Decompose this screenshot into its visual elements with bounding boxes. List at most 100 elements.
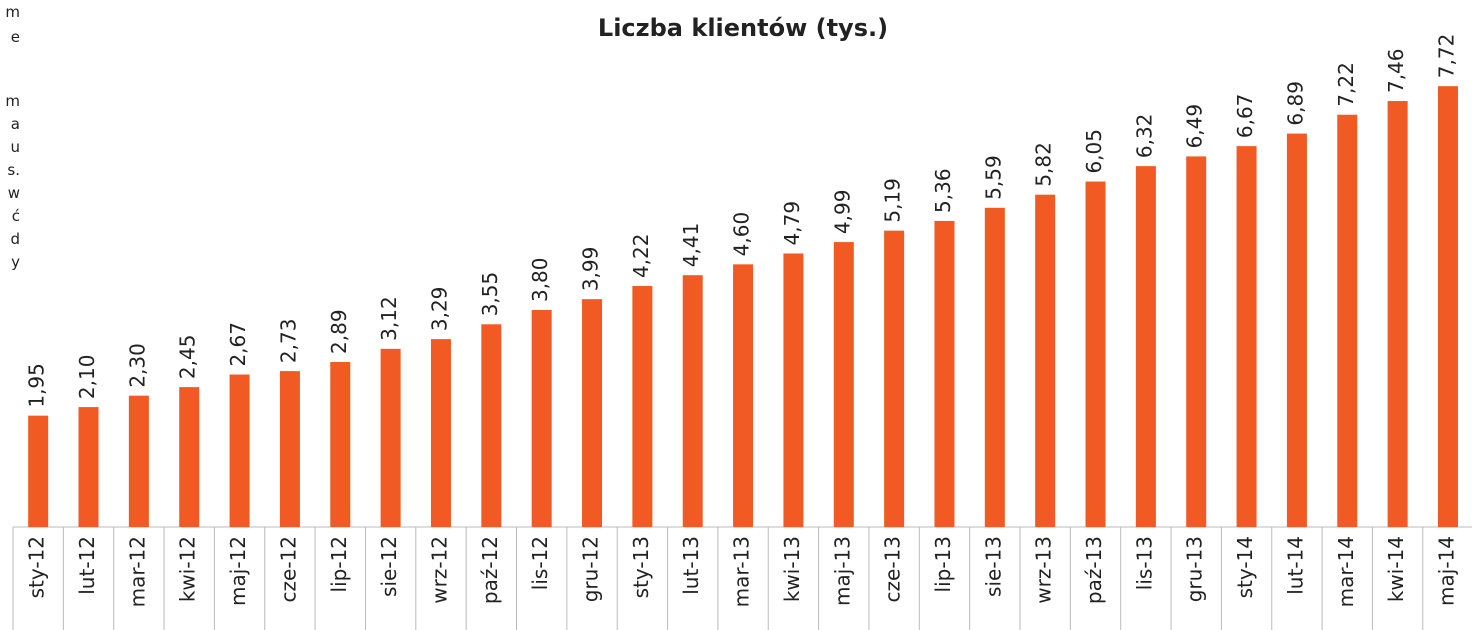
x-tick-label: kwi-12: [176, 536, 200, 602]
value-label: 2,89: [327, 309, 351, 354]
bar: [682, 275, 703, 527]
x-tick-label: paź-13: [1082, 536, 1106, 604]
bar: [531, 310, 552, 527]
value-label: 4,41: [679, 223, 703, 268]
side-text: d: [10, 230, 20, 248]
bar: [833, 242, 854, 528]
x-tick-label: kwi-14: [1384, 536, 1408, 602]
side-text: m: [5, 3, 20, 21]
bar: [1286, 133, 1307, 527]
side-text: ć: [12, 207, 20, 225]
bar: [128, 395, 149, 527]
side-text: e: [11, 28, 20, 46]
value-label: 4,79: [780, 201, 804, 246]
x-tick-label: lis-12: [528, 536, 552, 590]
x-tick-label: mar-14: [1334, 536, 1358, 607]
value-label: 3,29: [427, 287, 451, 332]
bar: [632, 286, 653, 527]
bar: [984, 207, 1005, 527]
value-label: 5,36: [931, 168, 955, 213]
value-label: 2,67: [226, 322, 250, 367]
x-tick-label: lis-13: [1132, 536, 1156, 590]
value-label: 6,32: [1132, 114, 1156, 159]
x-tick-label: gru-13: [1183, 536, 1207, 602]
x-tick-label: gru-12: [579, 536, 603, 602]
value-label: 6,89: [1283, 81, 1307, 126]
bar: [229, 374, 250, 527]
x-tick-label: sie-13: [981, 536, 1005, 597]
x-tick-label: sty-13: [629, 536, 653, 598]
value-label: 5,19: [881, 178, 905, 223]
side-text: m: [5, 92, 20, 110]
bar: [179, 387, 200, 527]
x-tick-label: lut-13: [679, 536, 703, 595]
x-tick-label: kwi-13: [780, 536, 804, 602]
side-text: u: [10, 138, 20, 156]
value-label: 7,46: [1384, 49, 1408, 94]
bar: [1035, 194, 1056, 528]
x-tick-label: lut-14: [1283, 536, 1307, 595]
side-text: a: [11, 115, 20, 133]
value-label: 6,49: [1183, 104, 1207, 149]
bar: [1387, 101, 1408, 527]
bar: [380, 348, 401, 527]
chart-title: Liczba klientów (tys.): [598, 14, 888, 42]
x-tick-label: sty-14: [1233, 536, 1257, 598]
x-tick-label: lip-13: [931, 536, 955, 592]
bar: [783, 253, 804, 527]
value-label: 6,67: [1233, 94, 1257, 139]
value-label: 2,73: [276, 319, 300, 364]
value-label: 2,10: [75, 355, 99, 400]
bar: [1337, 114, 1358, 527]
x-tick-label: wrz-13: [1032, 536, 1056, 604]
value-label: 6,05: [1082, 129, 1106, 174]
x-tick-label: wrz-12: [427, 536, 451, 604]
x-tick-label: cze-13: [881, 536, 905, 602]
x-tick-label: cze-12: [276, 536, 300, 602]
value-label: 3,12: [377, 296, 401, 341]
value-label: 4,22: [629, 234, 653, 279]
bar: [582, 299, 603, 527]
bar: [1186, 156, 1207, 527]
side-text: s.: [7, 161, 20, 179]
side-text: y: [11, 253, 20, 271]
bar: [28, 415, 49, 527]
bar: [430, 339, 451, 527]
bar: [481, 324, 502, 527]
bar: [279, 371, 300, 527]
value-label: 4,60: [730, 212, 754, 257]
value-label: 3,55: [478, 272, 502, 317]
x-tick-label: mar-12: [125, 536, 149, 607]
value-label: 2,30: [125, 343, 149, 388]
x-tick-label: lut-12: [75, 536, 99, 595]
x-tick-label: lip-12: [327, 536, 351, 592]
bar: [78, 407, 99, 527]
x-tick-label: mar-13: [730, 536, 754, 607]
bar: [934, 220, 955, 527]
bar: [1236, 146, 1257, 527]
bar: [1437, 86, 1458, 528]
side-text: w: [8, 184, 20, 202]
x-tick-label: paź-12: [478, 536, 502, 604]
bar: [1135, 166, 1156, 528]
value-label: 7,72: [1434, 34, 1458, 79]
value-label: 3,80: [528, 257, 552, 302]
value-label: 4,99: [830, 190, 854, 235]
bar: [1085, 181, 1106, 528]
bar: [884, 230, 905, 527]
value-label: 1,95: [25, 363, 49, 408]
x-tick-label: sie-12: [377, 536, 401, 597]
x-tick-label: sty-12: [25, 536, 49, 598]
value-label: 3,99: [579, 247, 603, 292]
value-label: 5,82: [1032, 142, 1056, 187]
x-tick-label: maj-13: [830, 536, 854, 606]
bar: [330, 361, 351, 527]
value-label: 2,45: [176, 335, 200, 380]
x-tick-label: maj-12: [226, 536, 250, 606]
value-label: 5,59: [981, 155, 1005, 200]
bar: [733, 264, 754, 527]
x-tick-label: maj-14: [1434, 536, 1458, 606]
value-label: 7,22: [1334, 62, 1358, 107]
